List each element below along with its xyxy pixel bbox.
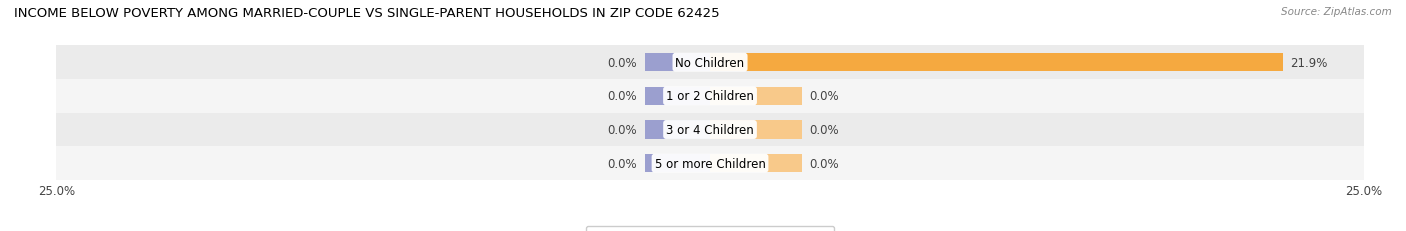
Bar [710,154,801,173]
Text: 0.0%: 0.0% [607,90,637,103]
Bar [710,54,1282,72]
Text: 0.0%: 0.0% [810,123,839,137]
Text: 0.0%: 0.0% [607,123,637,137]
Bar [644,87,710,106]
Text: 0.0%: 0.0% [607,56,637,70]
Text: 1 or 2 Children: 1 or 2 Children [666,90,754,103]
Bar [56,46,1364,80]
Text: 0.0%: 0.0% [810,90,839,103]
Text: 0.0%: 0.0% [810,157,839,170]
Bar [644,154,710,173]
Bar [710,121,801,139]
Text: INCOME BELOW POVERTY AMONG MARRIED-COUPLE VS SINGLE-PARENT HOUSEHOLDS IN ZIP COD: INCOME BELOW POVERTY AMONG MARRIED-COUPL… [14,7,720,20]
Text: 3 or 4 Children: 3 or 4 Children [666,123,754,137]
Bar [644,54,710,72]
Bar [710,87,801,106]
Bar [56,80,1364,113]
Bar [56,147,1364,180]
Legend: Married Couples, Single Parents: Married Couples, Single Parents [586,226,834,231]
Text: 21.9%: 21.9% [1291,56,1329,70]
Bar [644,121,710,139]
Text: No Children: No Children [675,56,745,70]
Bar [56,113,1364,147]
Text: 5 or more Children: 5 or more Children [655,157,765,170]
Text: 0.0%: 0.0% [607,157,637,170]
Text: Source: ZipAtlas.com: Source: ZipAtlas.com [1281,7,1392,17]
